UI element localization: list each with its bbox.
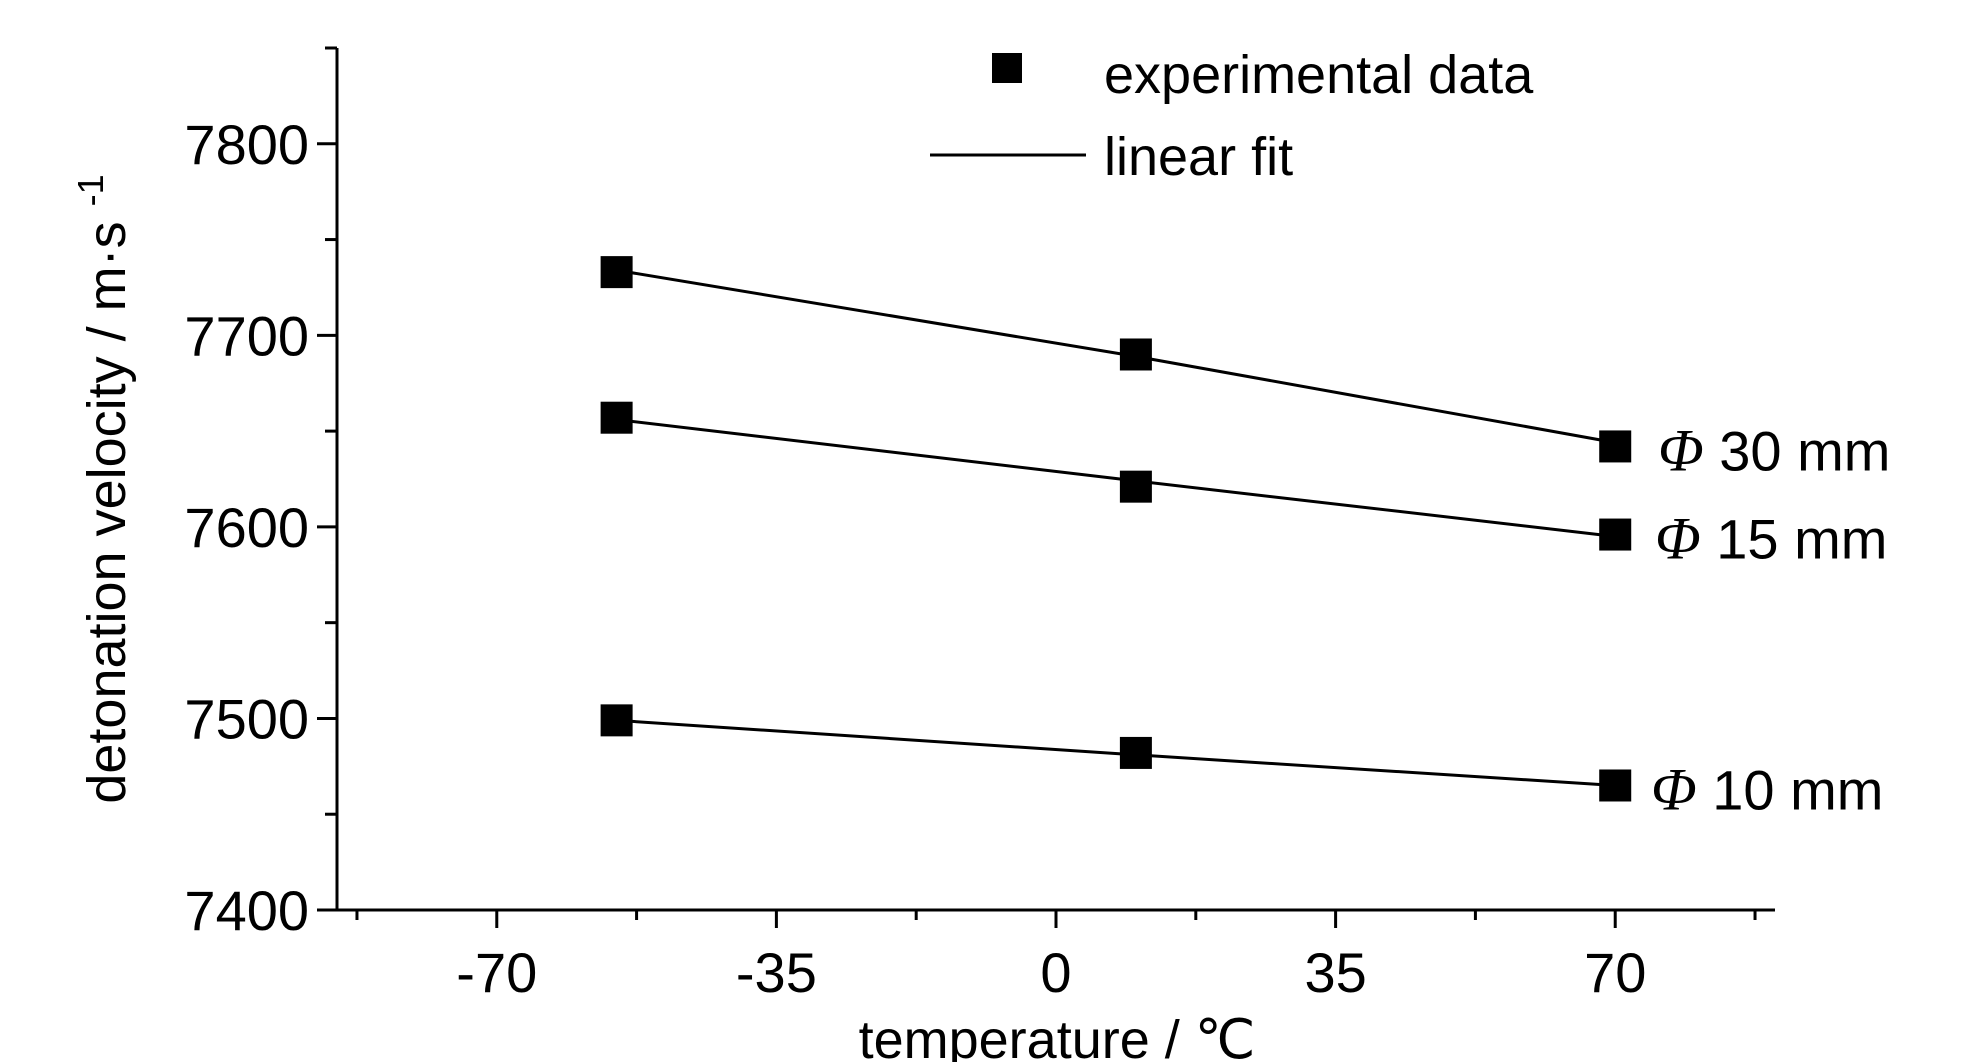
plot-area <box>600 256 1632 802</box>
series-label-symbol: Φ <box>1651 756 1697 822</box>
y-tick-label: 7700 <box>184 304 309 367</box>
series-label-phi-10mm: Φ 10 mm <box>1651 756 1883 822</box>
data-point <box>1119 470 1152 503</box>
x-tick-label: -70 <box>456 941 537 1004</box>
y-tick-label: 7600 <box>184 496 309 559</box>
y-tick-label: 7800 <box>184 113 309 176</box>
data-point <box>1599 769 1632 802</box>
x-tick-label: 70 <box>1584 941 1646 1004</box>
x-tick-label: 35 <box>1304 941 1366 1004</box>
legend-square-marker <box>992 53 1022 83</box>
y-axis-title-superscript: -1 <box>70 174 111 206</box>
data-point <box>1119 736 1152 769</box>
series-2 <box>600 704 1632 802</box>
x-axis-title: temperature / ℃ <box>859 1010 1256 1062</box>
legend-label-experimental-data: experimental data <box>1104 45 1534 105</box>
legend: experimental data linear fit <box>930 45 1534 187</box>
series-label-size: 30 mm <box>1719 419 1890 482</box>
series-0 <box>600 256 1632 463</box>
fit-line <box>616 418 1616 538</box>
series-label-phi-30mm: Φ 30 mm <box>1658 417 1890 483</box>
y-tick-label: 7500 <box>184 687 309 750</box>
x-tick-label: 0 <box>1040 941 1071 1004</box>
series-label-size: 15 mm <box>1716 508 1887 571</box>
axes: 7400 7500 7600 7700 7800 -70 -35 0 35 70 <box>184 46 1775 1004</box>
series-label-symbol: Φ <box>1655 506 1701 572</box>
series-label-size: 10 mm <box>1712 758 1883 821</box>
series-1 <box>600 401 1632 551</box>
data-point <box>1599 430 1632 463</box>
x-tick-label: -35 <box>736 941 817 1004</box>
x-ticks: -70 -35 0 35 70 <box>355 910 1757 1004</box>
y-axis-title-main: detonation velocity / m·s <box>77 221 137 803</box>
data-point <box>1599 518 1632 551</box>
series-labels: Φ 30 mm Φ 15 mm Φ 10 mm <box>1651 417 1890 822</box>
y-axis-title: detonation velocity / m·s -1 <box>70 174 137 803</box>
series-label-symbol: Φ <box>1658 417 1704 483</box>
data-point <box>600 704 633 737</box>
legend-label-linear-fit: linear fit <box>1104 127 1293 187</box>
fit-line <box>616 718 1616 787</box>
data-point <box>1119 338 1152 371</box>
data-point <box>600 256 633 289</box>
y-ticks: 7400 7500 7600 7700 7800 <box>184 46 337 942</box>
fit-line <box>616 268 1616 445</box>
series-label-phi-15mm: Φ 15 mm <box>1655 506 1887 572</box>
data-point <box>600 401 633 434</box>
y-tick-label: 7400 <box>184 879 309 942</box>
